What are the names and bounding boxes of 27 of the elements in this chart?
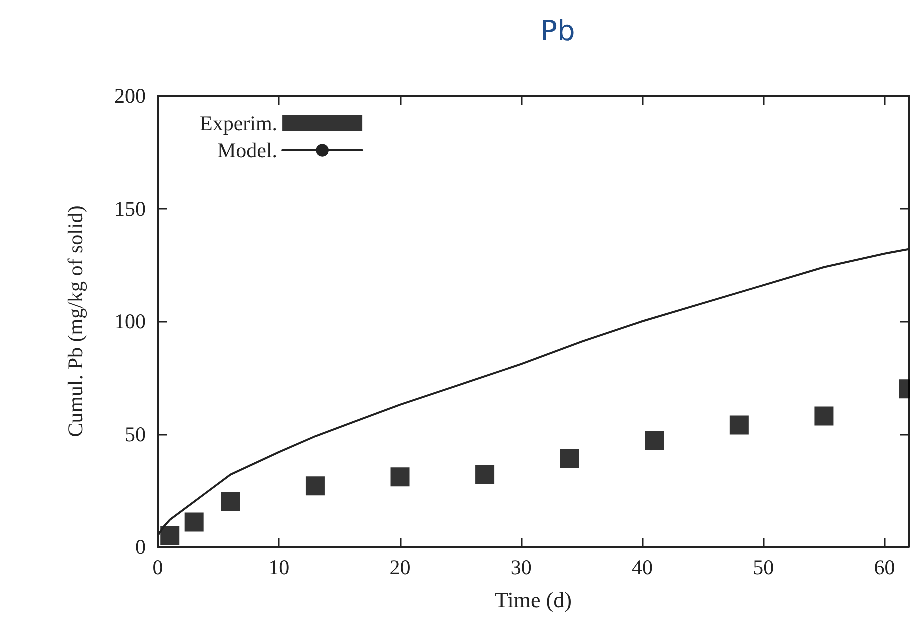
- y-tick-label: 200: [114, 84, 146, 108]
- x-tick-label: 10: [268, 556, 290, 580]
- y-tick-label: 100: [114, 310, 146, 334]
- point: [306, 476, 325, 496]
- point: [221, 492, 240, 512]
- x-tick-label: 20: [390, 556, 411, 580]
- x-axis-title: Time (d): [495, 588, 572, 612]
- x-tick-label: 50: [753, 556, 774, 580]
- point: [645, 432, 664, 451]
- y-tick-label: 150: [114, 196, 146, 221]
- point: [814, 406, 834, 426]
- y-axis-title: Cumul. Pb (mg/kg of solid): [64, 206, 88, 438]
- point: [730, 416, 749, 435]
- x-tick-label: 60: [874, 556, 896, 580]
- x-tick-label: 30: [510, 556, 532, 580]
- point: [184, 512, 204, 532]
- chart-title: Pb: [540, 14, 576, 48]
- y-tick-label: 50: [125, 422, 146, 446]
- point: [160, 526, 180, 546]
- legend-label: Experim.: [200, 112, 278, 136]
- legend-label: Model.: [217, 138, 278, 162]
- y-tick-label: 0: [136, 535, 146, 559]
- point: [390, 468, 410, 487]
- point: [560, 450, 580, 469]
- x-tick-label: 40: [632, 556, 654, 580]
- x-tick-label: 0: [152, 556, 164, 580]
- point: [476, 465, 495, 484]
